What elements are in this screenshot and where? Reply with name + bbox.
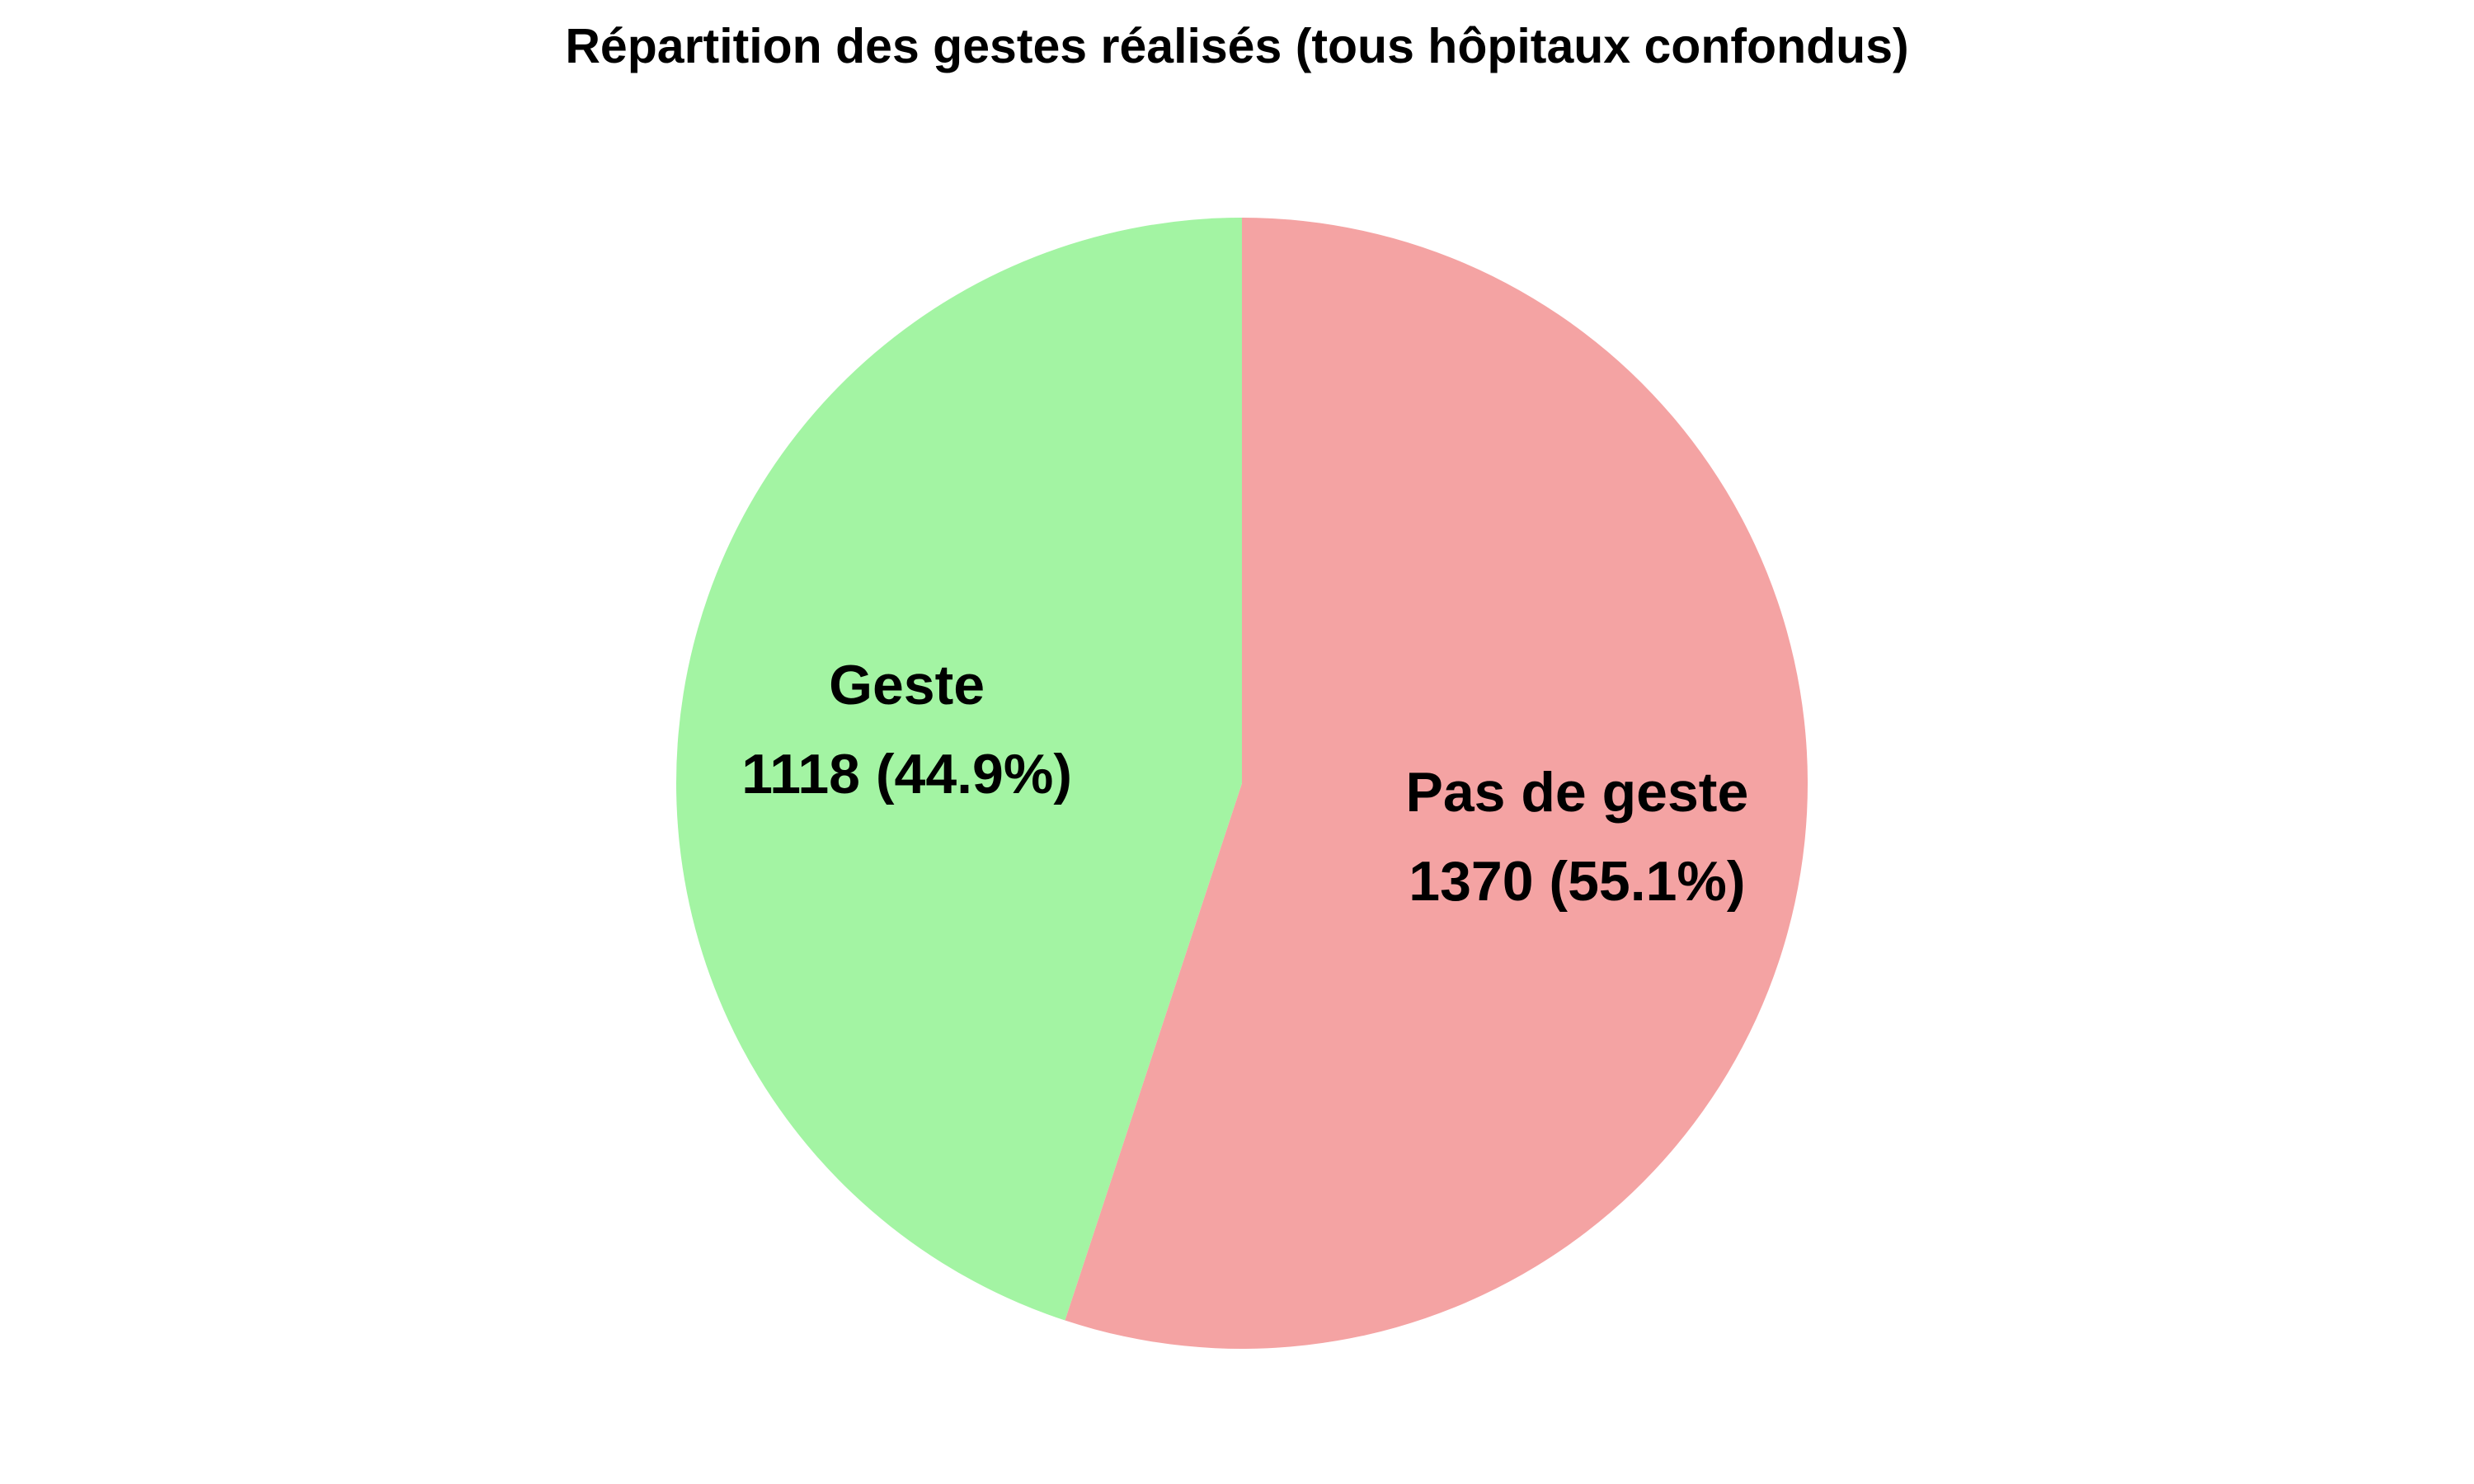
pie-slice-geste xyxy=(676,218,1242,1321)
slice-label-value: 1370 (55.1%) xyxy=(1409,850,1745,913)
pie-slices xyxy=(676,218,1808,1349)
slice-label-name: Pas de geste xyxy=(1406,761,1749,824)
chart-title: Répartition des gestes réalisés (tous hô… xyxy=(565,19,1909,73)
slice-label-name: Geste xyxy=(829,654,985,716)
pie-slice-pas-de-geste xyxy=(1065,218,1808,1349)
pie-labels: Pas de geste 1370 (55.1%) Geste 1118 (44.9%… xyxy=(741,654,1748,913)
slice-label-value: 1118 (44.9%) xyxy=(741,743,1072,805)
